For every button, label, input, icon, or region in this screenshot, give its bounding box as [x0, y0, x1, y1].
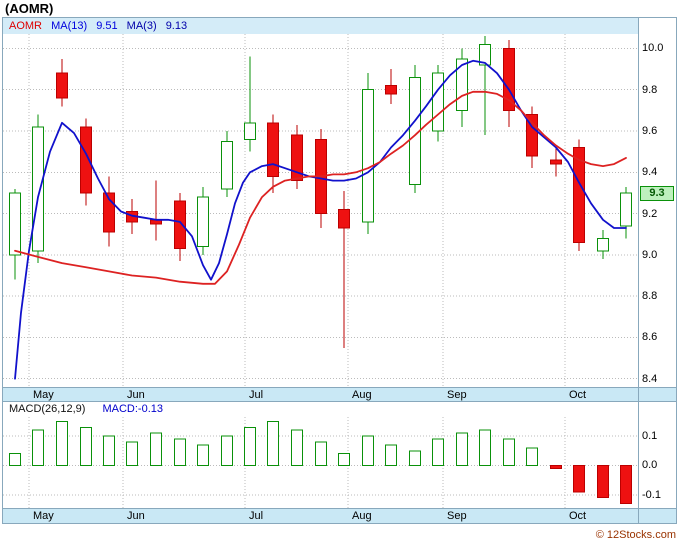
month-label-sep: Sep	[447, 510, 467, 522]
month-label-may: May	[33, 510, 54, 522]
month-label-may: May	[33, 389, 54, 401]
month-label-aug: Aug	[352, 389, 372, 401]
price-axis-label: 9.2	[642, 207, 658, 220]
month-label-jun: Jun	[127, 389, 145, 401]
macd-value: MACD:-0.13	[102, 403, 164, 415]
macd-axis-label: 0.1	[642, 430, 658, 443]
month-label-jun: Jun	[127, 510, 145, 522]
ma13-value: 9.51	[96, 20, 118, 32]
macd-histogram-chart	[3, 417, 638, 508]
copyright-link[interactable]: © 12Stocks.com	[595, 529, 676, 541]
macd-axis-label: -0.1	[642, 488, 661, 501]
month-label-oct: Oct	[569, 389, 587, 401]
price-axis-label: 8.4	[642, 372, 658, 385]
macd-label: MACD(26,12,9)	[9, 403, 86, 415]
month-label-aug: Aug	[352, 510, 372, 522]
month-label-jul: Jul	[249, 389, 264, 401]
price-axis-label: 9.8	[642, 83, 658, 96]
price-axis-label: 9.6	[642, 125, 658, 138]
symbol-label: AOMR	[9, 20, 42, 32]
axis-separator	[638, 17, 639, 524]
page-title: (AOMR)	[5, 1, 54, 16]
price-axis-label: 8.8	[642, 290, 658, 303]
month-label-oct: Oct	[569, 510, 587, 522]
macd-axis-label: 0.0	[642, 459, 658, 472]
price-axis-label: 8.6	[642, 331, 658, 344]
price-candlestick-chart	[3, 34, 638, 387]
price-axis-label: 9.0	[642, 248, 658, 261]
month-axis-bottom: May Jun Jul Aug Sep Oct	[3, 508, 677, 524]
price-axis-label: 10.0	[642, 42, 664, 55]
macd-legend: MACD(26,12,9) MACD:-0.13	[3, 402, 638, 417]
month-label-sep: Sep	[447, 389, 467, 401]
price-axis-label: 9.4	[642, 166, 658, 179]
month-axis-top: May Jun Jul Aug Sep Oct	[3, 387, 677, 402]
last-price-badge: 9.3	[640, 185, 674, 201]
ma3-value: 9.13	[165, 20, 188, 32]
month-label-jul: Jul	[249, 510, 264, 522]
ma3-label: MA(3)	[126, 20, 157, 32]
ma13-label: MA(13)	[51, 20, 88, 32]
price-chart-legend: AOMR MA(13) 9.51 MA(3) 9.13	[3, 18, 638, 34]
